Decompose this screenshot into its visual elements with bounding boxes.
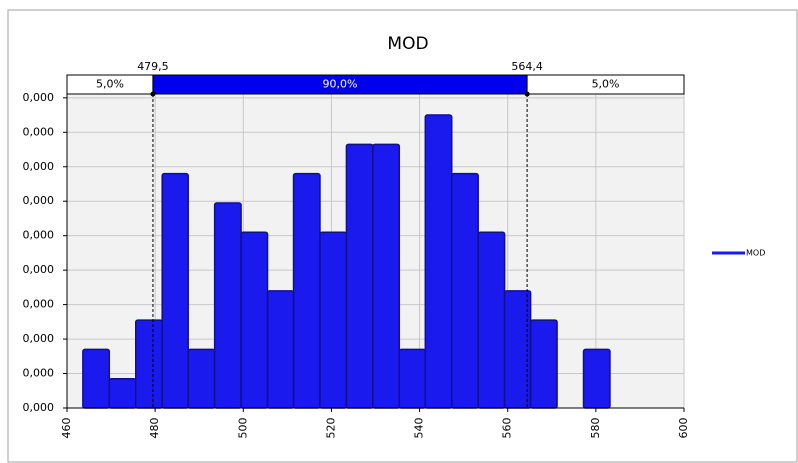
bar (266, 290, 295, 409)
y-tick-label: 0,000 (23, 125, 55, 138)
y-tick-label: 0,000 (23, 367, 55, 380)
y-tick-label: 0,000 (23, 332, 55, 345)
x-tick-label: 460 (60, 418, 73, 439)
bar (424, 114, 453, 409)
delimiter-label: 479,5 (137, 60, 169, 73)
bar (108, 377, 137, 409)
bar (187, 348, 216, 409)
x-tick-label: 580 (589, 418, 602, 439)
x-tick-label: 560 (501, 418, 514, 439)
bar (398, 348, 427, 409)
y-tick-label: 0,000 (23, 298, 55, 311)
bar (582, 348, 611, 409)
x-tick-label: 600 (677, 418, 690, 439)
x-tick-label: 520 (324, 418, 337, 439)
bar (529, 319, 558, 409)
bar (161, 172, 189, 409)
y-tick-label: 0,000 (23, 91, 55, 104)
x-tick-label: 540 (413, 418, 426, 439)
y-tick-label: 0,000 (23, 263, 55, 276)
percent-label: 5,0% (592, 78, 620, 91)
percent-segment (526, 74, 685, 95)
delimiter-label: 564,4 (511, 60, 543, 73)
x-tick-label: 500 (236, 418, 249, 439)
bar (292, 172, 321, 409)
x-tick-label: 480 (148, 418, 161, 439)
delimiter-dot (524, 91, 530, 97)
delimiter-dot (150, 91, 156, 97)
bar (240, 231, 269, 409)
y-tick-label: 0,000 (23, 401, 55, 414)
y-tick-label: 0,000 (23, 229, 55, 242)
y-tick-label: 0,000 (23, 160, 55, 173)
bar (450, 172, 479, 409)
legend-label: MOD (746, 249, 765, 258)
bar (477, 231, 506, 409)
chart-title: MOD (387, 34, 428, 54)
bar (319, 231, 348, 409)
percent-label: 90,0% (323, 78, 358, 91)
bar (213, 202, 242, 409)
bar (372, 143, 401, 409)
bar (135, 319, 163, 409)
percent-label: 5,0% (96, 78, 124, 91)
bar (82, 348, 111, 409)
bar (345, 143, 374, 409)
y-tick-label: 0,000 (23, 194, 55, 207)
